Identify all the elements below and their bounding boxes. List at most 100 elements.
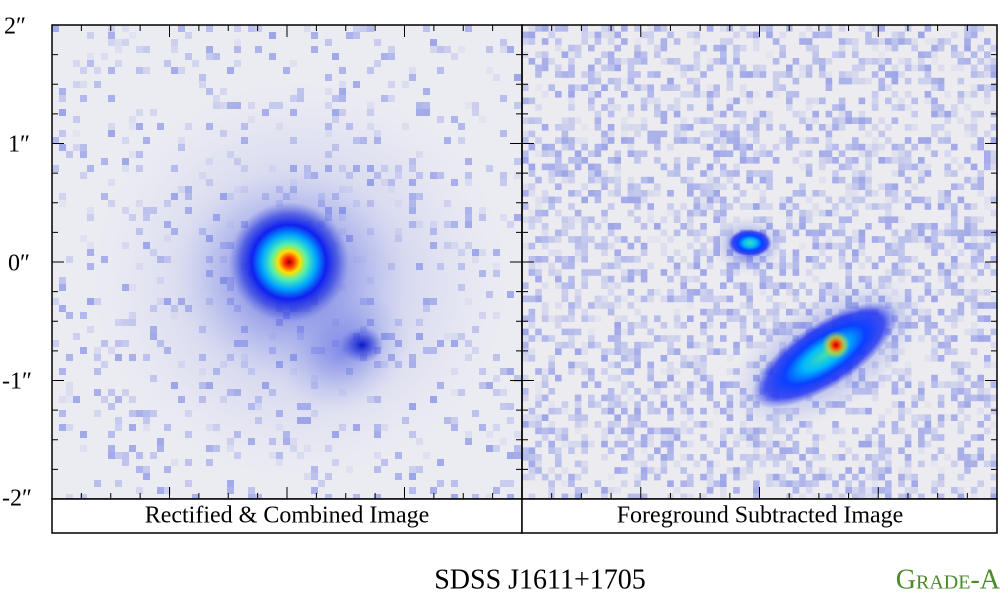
noise-pixel <box>898 97 905 105</box>
noise-pixel <box>845 467 852 474</box>
noise-pixel <box>548 150 555 157</box>
noise-pixel <box>832 124 839 131</box>
noise-pixel <box>878 38 885 45</box>
noise-pixel <box>720 295 727 303</box>
noise-pixel <box>660 38 668 45</box>
noise-pixel <box>931 84 938 91</box>
noise-pixel <box>581 236 588 243</box>
noise-pixel <box>555 427 562 435</box>
noise-pixel <box>964 38 971 45</box>
noise-pixel <box>528 242 536 250</box>
noise-pixel <box>700 71 707 78</box>
noise-pixel <box>766 440 773 448</box>
noise-pixel <box>548 196 555 204</box>
noise-pixel <box>581 381 588 388</box>
noise-pixel <box>779 84 786 91</box>
noise-pixel <box>792 91 800 98</box>
noise-pixel <box>150 109 157 116</box>
noise-pixel <box>522 117 529 124</box>
noise-pixel <box>766 110 773 118</box>
noise-pixel <box>423 102 430 109</box>
noise-pixel <box>568 124 575 131</box>
noise-pixel <box>898 374 905 382</box>
noise-pixel <box>687 480 694 487</box>
noise-pixel <box>904 374 912 382</box>
noise-pixel <box>984 460 991 468</box>
noise-pixel <box>970 117 978 124</box>
noise-pixel <box>555 269 562 276</box>
noise-pixel <box>990 421 997 428</box>
noise-pixel <box>561 401 569 408</box>
noise-pixel <box>951 203 958 210</box>
noise-pixel <box>878 64 885 72</box>
noise-pixel <box>970 163 978 171</box>
noise-pixel <box>594 302 602 309</box>
noise-pixel <box>964 157 971 164</box>
noise-pixel <box>713 196 720 204</box>
noise-pixel <box>535 381 542 388</box>
noise-pixel <box>607 394 615 402</box>
noise-pixel <box>555 25 562 32</box>
noise-pixel <box>555 275 562 283</box>
noise-pixel <box>555 282 562 289</box>
noise-pixel <box>812 58 819 65</box>
noise-pixel <box>957 493 965 499</box>
noise-pixel <box>581 348 588 355</box>
noise-pixel <box>402 81 409 88</box>
noise-pixel <box>878 414 885 421</box>
noise-pixel <box>568 143 575 151</box>
noise-pixel <box>845 71 852 78</box>
noise-pixel <box>951 308 958 316</box>
noise-pixel <box>548 388 555 395</box>
noise-pixel <box>535 401 542 408</box>
noise-pixel <box>957 236 965 243</box>
noise-pixel <box>957 388 965 395</box>
noise-pixel <box>753 434 760 441</box>
noise-pixel <box>535 64 542 72</box>
noise-pixel <box>713 401 720 408</box>
noise-pixel <box>227 480 234 487</box>
noise-pixel <box>786 282 793 289</box>
noise-pixel <box>80 431 87 438</box>
noise-pixel <box>924 77 932 85</box>
noise-pixel <box>819 493 826 499</box>
noise-pixel <box>700 44 707 52</box>
noise-pixel <box>898 427 905 435</box>
noise-pixel <box>353 494 360 499</box>
noise-pixel <box>845 190 852 197</box>
noise-pixel <box>964 91 971 98</box>
noise-pixel <box>535 236 542 243</box>
noise-pixel <box>614 361 621 369</box>
noise-pixel <box>957 407 965 415</box>
noise-pixel <box>507 291 514 298</box>
noise-pixel <box>548 170 555 177</box>
noise-pixel <box>601 282 608 289</box>
noise-pixel <box>594 170 602 177</box>
noise-pixel <box>792 249 800 256</box>
grade: Grade-A <box>896 564 1001 595</box>
noise-pixel <box>871 38 879 45</box>
noise-pixel <box>667 480 674 487</box>
noise-pixel <box>614 328 621 336</box>
noise-pixel <box>865 38 872 45</box>
noise-pixel <box>535 51 542 58</box>
noise-pixel <box>772 157 780 164</box>
noise-pixel <box>687 242 694 250</box>
noise-pixel <box>812 51 819 58</box>
noise-pixel <box>720 110 727 118</box>
noise-pixel <box>472 109 479 116</box>
noise-pixel <box>838 176 846 184</box>
noise-pixel <box>720 322 727 329</box>
noise-pixel <box>878 216 885 223</box>
noise-pixel <box>640 269 648 276</box>
noise-pixel <box>80 144 87 151</box>
noise-pixel <box>924 196 932 204</box>
noise-pixel <box>514 452 521 459</box>
noise-pixel <box>660 394 668 402</box>
noise-pixel <box>627 110 635 118</box>
noise-pixel <box>568 315 575 322</box>
noise-pixel <box>984 401 991 408</box>
noise-pixel <box>825 84 833 91</box>
noise-pixel <box>654 236 661 243</box>
noise-pixel <box>706 341 714 349</box>
